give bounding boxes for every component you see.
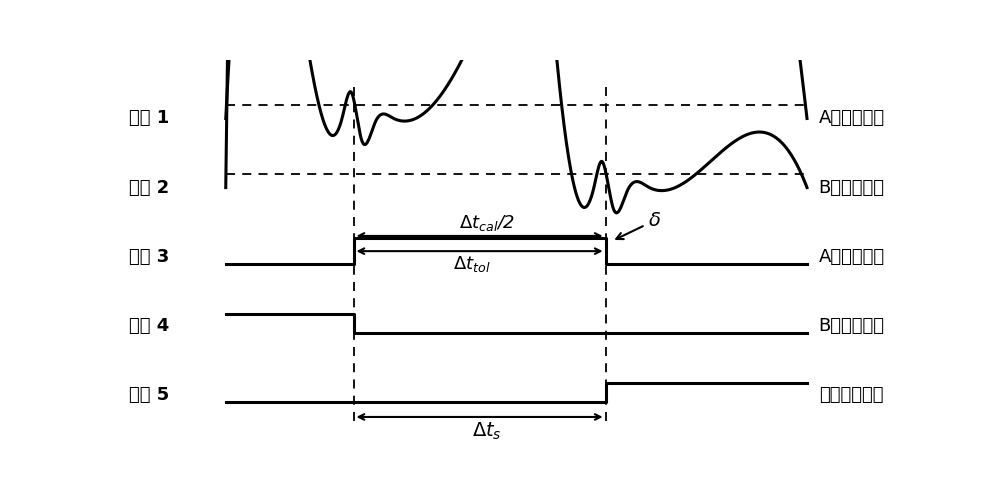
Text: 信号 3: 信号 3 — [129, 248, 169, 265]
Text: $\Delta t_{s}$: $\Delta t_{s}$ — [472, 421, 502, 442]
Text: A端采集触发: A端采集触发 — [819, 248, 885, 265]
Text: B端校准脉冲: B端校准脉冲 — [819, 179, 885, 197]
Text: $\Delta t_{cal}$/2: $\Delta t_{cal}$/2 — [459, 213, 515, 233]
Text: 信号 1: 信号 1 — [129, 110, 169, 127]
Text: B端采集触发: B端采集触发 — [819, 317, 885, 335]
Text: A端校准脉冲: A端校准脉冲 — [819, 110, 885, 127]
Text: 信号 4: 信号 4 — [129, 317, 169, 335]
Text: $\Delta t_{tol}$: $\Delta t_{tol}$ — [453, 254, 491, 274]
Text: $\delta$: $\delta$ — [616, 211, 661, 239]
Text: 信号 5: 信号 5 — [129, 386, 169, 404]
Text: 高压开关闭合: 高压开关闭合 — [819, 386, 883, 404]
Text: 信号 2: 信号 2 — [129, 179, 169, 197]
